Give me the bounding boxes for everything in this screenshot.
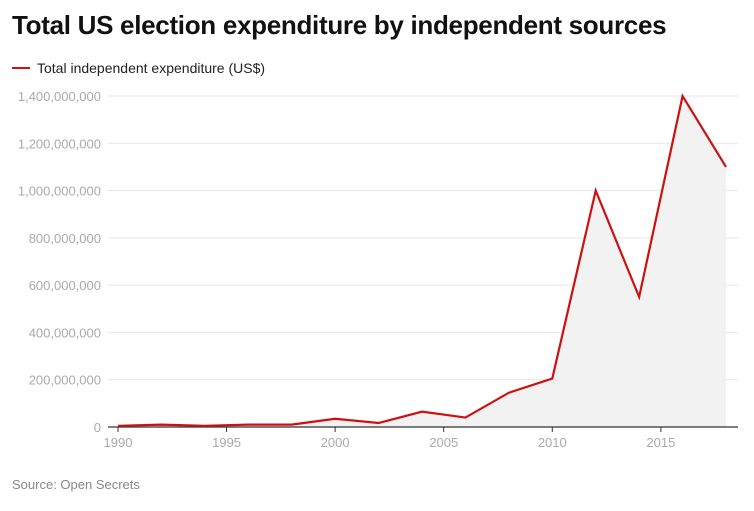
data-point <box>724 165 728 169</box>
line-chart: 0 200,000,000 400,000,000 600,000,000 800,00… <box>18 89 738 450</box>
y-tick-label: 1,400,000,000 <box>18 89 101 104</box>
x-tick-label: 2010 <box>538 435 567 450</box>
data-point <box>594 189 598 193</box>
grid-lines <box>108 95 738 381</box>
data-point <box>681 94 685 98</box>
data-point <box>637 295 641 299</box>
data-point <box>290 423 294 427</box>
x-tick-label: 1990 <box>104 435 133 450</box>
data-point <box>550 377 554 381</box>
x-tick-label: 1995 <box>212 435 241 450</box>
chart-title: Total US election expenditure by indepen… <box>12 10 667 40</box>
y-tick-label: 600,000,000 <box>29 278 101 293</box>
legend-line-swatch <box>12 67 30 69</box>
series-line-layer <box>116 93 728 428</box>
data-point <box>333 417 337 421</box>
y-tick-label: 400,000,000 <box>29 325 101 340</box>
series-line <box>117 93 727 427</box>
data-point <box>159 423 163 427</box>
source-note: Source: Open Secrets <box>12 477 140 492</box>
x-tick-label: 2000 <box>321 435 350 450</box>
data-point <box>203 424 207 428</box>
y-tick-label: 1,000,000,000 <box>18 184 101 199</box>
data-point <box>463 416 467 420</box>
y-tick-label: 0 <box>94 420 101 435</box>
x-tick-label: 2015 <box>646 435 675 450</box>
y-axis-tick-labels: 0 200,000,000 400,000,000 600,000,000 800,00… <box>18 89 101 435</box>
legend: Total independent expenditure (US$) <box>12 60 265 76</box>
data-point <box>246 423 250 427</box>
x-axis-tick-labels: 1990 1995 2000 2005 2010 2015 <box>104 435 676 450</box>
data-point <box>116 424 120 428</box>
y-tick-label: 1,200,000,000 <box>18 136 101 151</box>
legend-label: Total independent expenditure (US$) <box>37 60 266 76</box>
x-axis <box>108 426 738 432</box>
x-tick-label: 2005 <box>429 435 458 450</box>
data-point <box>507 391 511 395</box>
data-point <box>377 421 381 425</box>
y-tick-label: 200,000,000 <box>29 373 101 388</box>
area-fill-layer <box>118 96 726 427</box>
data-point <box>420 410 424 414</box>
y-tick-label: 800,000,000 <box>29 231 101 246</box>
series-area-fill <box>118 96 726 427</box>
